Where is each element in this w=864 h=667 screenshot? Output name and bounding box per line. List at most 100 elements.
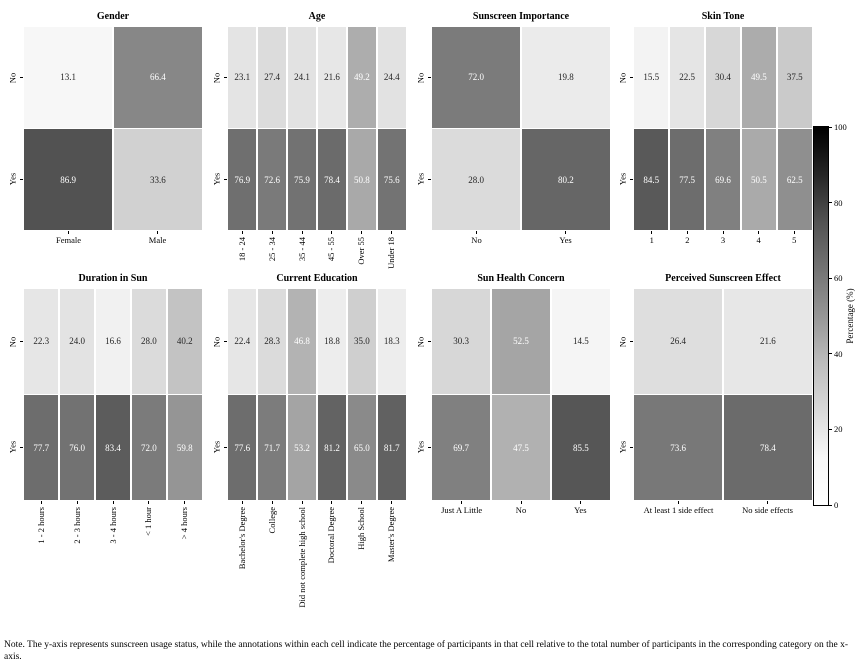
heatmap-cell: 30.4 (705, 27, 741, 128)
heatmap-cell: 47.5 (491, 395, 551, 500)
colorbar-tick-label: 40 (834, 348, 843, 359)
x-tick-mark (68, 231, 69, 234)
heatmap-cell: 24.1 (287, 27, 317, 128)
y-tick-label: Yes (617, 441, 628, 454)
heatmap-cell: 21.6 (723, 289, 812, 394)
y-tick-mark (427, 77, 431, 79)
x-tick-label: Yes (559, 234, 572, 245)
heatmap-cell: 86.9 (24, 129, 113, 230)
y-tick-label: No (7, 72, 18, 83)
colorbar-tick-label: 100 (834, 122, 847, 132)
x-tick-mark (579, 501, 581, 504)
x-tick-label: Yes (574, 504, 587, 515)
x-tick-label: 35 - 44 (296, 237, 307, 262)
heatmap-cell: 21.6 (317, 27, 347, 128)
colorbar-tick-label: 80 (834, 197, 843, 208)
heatmap-cell: 77.6 (228, 395, 257, 500)
y-tick-label: No (211, 336, 222, 347)
x-tick-label: 2 (685, 234, 690, 245)
x-tick-label: Doctoral Degree (326, 507, 337, 564)
heatmap-plot: 15.5 22.5 30.4 49.5 37.5 84.5 77.5 69.6 50.5 62.5 (634, 27, 812, 230)
y-tick-mark (629, 77, 633, 79)
heatmap-cell: 52.5 (491, 289, 551, 394)
heatmap-cell: 59.8 (167, 395, 202, 500)
heatmap-cell: 76.0 (59, 395, 95, 500)
y-tick-label: No (415, 336, 426, 347)
heatmap-cell: 85.5 (551, 395, 610, 500)
y-tick-label: No (617, 72, 628, 83)
x-tick-mark (520, 501, 522, 504)
y-tick-mark (223, 446, 227, 448)
panel-title: Sunscreen Importance (472, 11, 570, 22)
heatmap-cell: 75.6 (377, 129, 406, 230)
y-tick-label: Yes (7, 441, 18, 454)
heatmap-cell: 26.4 (634, 289, 723, 394)
heatmap-cell: 72.0 (432, 27, 521, 128)
heatmap-cell: 81.2 (317, 395, 347, 500)
y-tick-mark (427, 341, 431, 343)
heatmap-cell: 75.9 (287, 129, 317, 230)
heatmap-cell: 71.7 (257, 395, 287, 500)
x-tick-label: < 1 hour (143, 507, 154, 536)
heatmap-cell: 15.5 (634, 27, 669, 128)
y-tick-label: Yes (211, 441, 222, 454)
x-tick-mark (331, 501, 333, 504)
x-tick-label: 25 - 34 (267, 237, 277, 262)
heatmap-cell: 46.8 (287, 289, 317, 394)
heatmap-cell: 72.6 (257, 129, 287, 230)
y-tick-label: No (415, 72, 426, 83)
y-tick-label: Yes (7, 173, 18, 186)
heatmap-cell: 35.0 (347, 289, 377, 394)
heatmap-cell: 77.7 (24, 395, 59, 500)
heatmap-cell: 73.6 (634, 395, 723, 500)
x-tick-label: At least 1 side effect (643, 504, 714, 515)
x-tick-mark (242, 231, 244, 234)
x-tick-mark (793, 231, 795, 234)
x-tick-label: 3 (720, 234, 726, 245)
y-tick-label: No (617, 336, 628, 347)
heatmap-cell: 65.0 (347, 395, 377, 500)
heatmap-cell: 77.5 (669, 129, 705, 230)
y-tick-label: No (211, 72, 222, 83)
heatmap-cell: 14.5 (551, 289, 610, 394)
colorbar-tick-mark (829, 277, 832, 279)
heatmap-cell: 83.4 (95, 395, 131, 500)
y-tick-label: Yes (415, 441, 426, 454)
x-tick-label: 5 (792, 234, 797, 245)
panel-title: Age (308, 11, 326, 22)
x-tick-mark (301, 231, 303, 234)
x-tick-label: > 4 hours (178, 507, 189, 540)
colorbar-tick-mark (829, 126, 832, 128)
heatmap-cell: 16.6 (95, 289, 131, 394)
heatmap-cell: 84.5 (634, 129, 669, 230)
heatmap-plot: 30.3 52.5 14.5 69.7 47.5 85.5 (432, 289, 610, 500)
heatmap-cell: 80.2 (521, 129, 610, 230)
x-tick-mark (242, 501, 244, 504)
x-tick-label: Did not complete high school (296, 507, 307, 608)
x-tick-mark (686, 231, 688, 234)
colorbar-tick-label: 0 (834, 500, 839, 510)
x-tick-label: Just A Little (441, 504, 483, 515)
colorbar-tick-mark (829, 202, 832, 204)
panel-title: Duration in Sun (78, 273, 148, 284)
x-tick-mark (361, 231, 362, 234)
x-tick-label: 18 - 24 (237, 237, 248, 262)
x-tick-label: 1 (649, 234, 654, 245)
heatmap-cell: 19.8 (521, 27, 610, 128)
heatmap-cell: 37.5 (777, 27, 812, 128)
x-tick-mark (272, 501, 273, 504)
heatmap-cell: 23.1 (228, 27, 257, 128)
y-tick-mark (223, 178, 227, 180)
x-tick-mark (148, 501, 150, 504)
heatmap-plot: 22.3 24.0 16.6 28.0 40.2 77.7 76.0 83.4 72.0 59.8 (24, 289, 202, 500)
panel-title: Skin Tone (701, 11, 745, 22)
x-tick-mark (157, 231, 158, 234)
heatmap-cell: 49.2 (347, 27, 377, 128)
heatmap-cell: 18.3 (377, 289, 406, 394)
heatmap-cell: 78.4 (723, 395, 812, 500)
x-tick-label: Master's Degree (385, 507, 396, 563)
colorbar-axis-label: Percentage (%) (845, 288, 855, 344)
y-tick-mark (629, 341, 633, 343)
x-tick-mark (476, 231, 477, 234)
colorbar-tick-mark (829, 504, 832, 506)
